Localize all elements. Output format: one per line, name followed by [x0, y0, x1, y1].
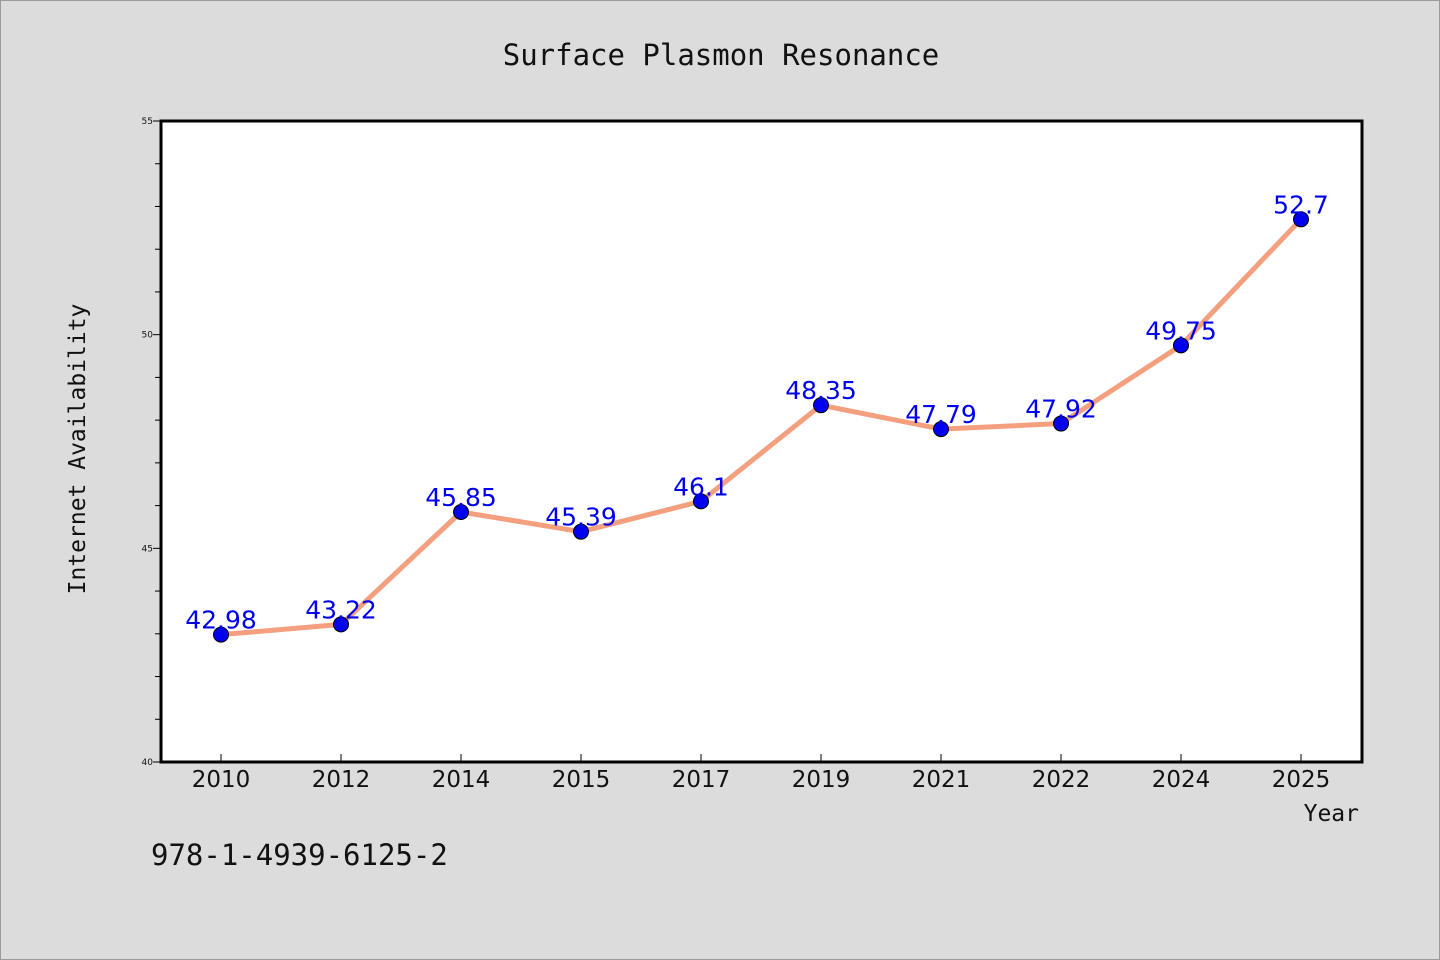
data-label: 43.22 [305, 595, 377, 624]
data-point [1173, 337, 1189, 354]
y-tick-label: 50 [142, 331, 154, 341]
isbn-footer: 978-1-4939-6125-2 [151, 838, 448, 872]
data-label: 45.85 [425, 483, 497, 512]
x-tick-label: 2010 [192, 767, 251, 793]
markers-group [213, 211, 1309, 643]
data-point [333, 616, 349, 633]
data-point [1053, 415, 1069, 432]
x-tick-label: 2022 [1032, 767, 1091, 793]
data-label: 47.79 [905, 400, 977, 429]
y-axis: 40 45 50 55 [142, 117, 161, 768]
x-tick-label: 2014 [432, 767, 491, 793]
x-axis-label: Year [1304, 801, 1359, 827]
data-label: 45.39 [545, 503, 617, 532]
x-tick-label: 2019 [792, 767, 851, 793]
data-label: 46.1 [673, 472, 729, 501]
series-line-group [218, 216, 1304, 638]
chart-title: Surface Plasmon Resonance [503, 38, 940, 72]
y-minor-ticks [155, 163, 161, 720]
data-point [573, 523, 589, 540]
data-label: 48.35 [785, 376, 857, 405]
plot-area [159, 119, 1364, 764]
data-labels-group: 42.98 43.22 45.85 45.39 46.1 48.35 47.79 47.92 4… [185, 190, 1329, 634]
data-point [1293, 211, 1309, 228]
y-tick-label: 40 [142, 758, 154, 768]
y-tick-label: 45 [142, 544, 153, 554]
x-tick-label: 2017 [672, 767, 731, 793]
y-axis-label: Internet Availability [65, 304, 91, 595]
data-point [813, 397, 829, 414]
data-label: 49.75 [1145, 316, 1217, 345]
y-tick-label: 55 [142, 117, 153, 127]
x-tick-label: 2025 [1272, 767, 1331, 793]
x-tick-label: 2015 [552, 767, 611, 793]
data-point [453, 504, 469, 521]
x-tick-label: 2024 [1152, 767, 1211, 793]
data-label: 52.7 [1273, 190, 1329, 219]
data-point [933, 421, 949, 438]
data-point [693, 493, 709, 510]
x-axis: 2010 2012 2014 2015 2017 2019 2021 2022 2024 2025 [192, 754, 1331, 793]
x-tick-label: 2021 [912, 767, 971, 793]
data-point [213, 626, 229, 643]
x-tick-label: 2012 [312, 767, 371, 793]
series-line [218, 216, 1304, 638]
data-label: 47.92 [1025, 395, 1097, 424]
data-label: 42.98 [185, 606, 257, 635]
